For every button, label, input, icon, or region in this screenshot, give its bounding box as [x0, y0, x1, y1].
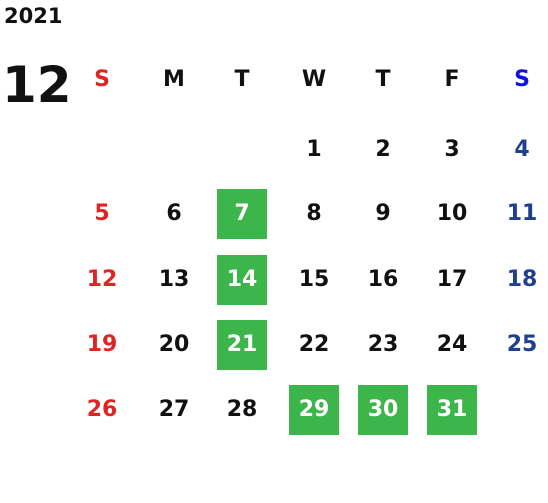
day-cell: 5	[94, 201, 110, 226]
weekday-label: M	[163, 67, 185, 92]
day-cell: 24	[436, 332, 468, 357]
day-cell: 3	[444, 137, 460, 162]
day-cell: 7	[217, 189, 267, 239]
weekday-label: T	[375, 67, 391, 92]
day-cell: 21	[217, 320, 267, 370]
day-cell: 17	[436, 267, 468, 292]
day-cell: 25	[506, 332, 538, 357]
day-cell: 14	[217, 255, 267, 305]
day-cell: 10	[436, 201, 468, 226]
day-cell: 19	[86, 332, 118, 357]
day-cell: 27	[158, 397, 190, 422]
weekday-label: W	[301, 67, 327, 92]
day-cell: 13	[158, 267, 190, 292]
day-cell: 20	[158, 332, 190, 357]
day-cell: 23	[367, 332, 399, 357]
day-cell: 28	[226, 397, 258, 422]
day-cell: 11	[506, 201, 538, 226]
weekday-label: F	[444, 67, 460, 92]
day-cell: 9	[375, 201, 391, 226]
weekday-label: S	[514, 67, 530, 92]
day-cell: 22	[298, 332, 330, 357]
day-cell: 2	[375, 137, 391, 162]
day-cell: 31	[427, 385, 477, 435]
day-cell: 4	[514, 137, 530, 162]
day-cell: 1	[306, 137, 322, 162]
day-cell: 6	[166, 201, 182, 226]
weekday-label: S	[94, 67, 110, 92]
day-cell: 30	[358, 385, 408, 435]
day-cell: 12	[86, 267, 118, 292]
day-cell: 15	[298, 267, 330, 292]
month: 12	[2, 56, 72, 114]
day-cell: 8	[306, 201, 322, 226]
day-cell: 26	[86, 397, 118, 422]
year: 2021	[4, 4, 63, 28]
weekday-label: T	[234, 67, 250, 92]
day-cell: 18	[506, 267, 538, 292]
day-cell: 29	[289, 385, 339, 435]
day-cell: 16	[367, 267, 399, 292]
